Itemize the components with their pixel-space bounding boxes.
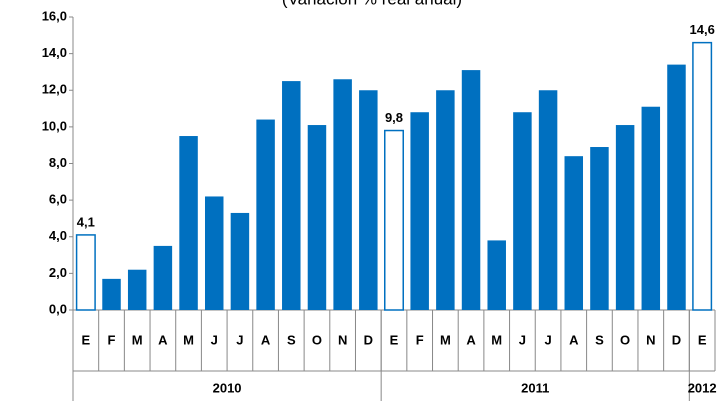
chart-subtitle: (Variación % real anual) bbox=[282, 0, 462, 8]
bar bbox=[615, 125, 635, 310]
bar bbox=[667, 64, 686, 310]
bar bbox=[359, 90, 378, 310]
bar bbox=[204, 196, 224, 310]
bar bbox=[102, 278, 121, 310]
x-tick-label: S bbox=[287, 332, 296, 347]
x-tick-label: A bbox=[466, 332, 476, 347]
x-tick-label: M bbox=[183, 332, 194, 347]
x-tick-label: O bbox=[620, 332, 630, 347]
bar bbox=[564, 156, 584, 310]
y-tick-label: 4,0 bbox=[49, 228, 67, 243]
x-tick-label: A bbox=[158, 332, 168, 347]
x-tick-label: J bbox=[544, 332, 551, 347]
bar bbox=[230, 212, 250, 310]
group-label: 2010 bbox=[213, 380, 242, 395]
bar bbox=[590, 147, 609, 310]
x-tick-label: J bbox=[211, 332, 218, 347]
x-tick-label: N bbox=[646, 332, 655, 347]
bar bbox=[410, 112, 429, 310]
y-tick-label: 2,0 bbox=[49, 265, 67, 280]
bar bbox=[333, 79, 352, 310]
x-tick-label: F bbox=[108, 332, 116, 347]
x-tick-label: A bbox=[569, 332, 579, 347]
bar bbox=[282, 81, 301, 310]
x-tick-label: F bbox=[416, 332, 424, 347]
bar bbox=[179, 136, 198, 310]
y-tick-label: 12,0 bbox=[42, 82, 67, 97]
bar bbox=[487, 240, 506, 310]
x-tick-label: N bbox=[338, 332, 347, 347]
y-tick-label: 14,0 bbox=[42, 45, 67, 60]
bar bbox=[256, 119, 275, 310]
x-tick-label: J bbox=[519, 332, 526, 347]
x-tick-label: E bbox=[390, 332, 399, 347]
bar bbox=[307, 125, 327, 310]
group-label: 2011 bbox=[521, 380, 549, 395]
data-label: 9,8 bbox=[385, 110, 403, 125]
bar bbox=[127, 269, 147, 310]
x-tick-label: O bbox=[312, 332, 322, 347]
bar bbox=[436, 90, 455, 310]
bar bbox=[692, 41, 713, 311]
y-tick-label: 0,0 bbox=[49, 301, 67, 316]
x-tick-label: M bbox=[491, 332, 502, 347]
x-tick-label: S bbox=[595, 332, 604, 347]
data-label: 4,1 bbox=[77, 214, 95, 229]
x-tick-label: D bbox=[364, 332, 373, 347]
bar bbox=[75, 234, 96, 311]
x-tick-label: J bbox=[236, 332, 243, 347]
bar bbox=[641, 106, 661, 310]
bar bbox=[384, 129, 404, 311]
y-tick-label: 6,0 bbox=[49, 192, 67, 207]
group-label: 2012 bbox=[688, 380, 717, 395]
bar bbox=[461, 70, 481, 310]
x-tick-label: E bbox=[82, 332, 91, 347]
x-tick-label: E bbox=[698, 332, 707, 347]
x-tick-label: M bbox=[132, 332, 143, 347]
y-tick-label: 16,0 bbox=[42, 8, 67, 23]
y-tick-label: 10,0 bbox=[42, 118, 67, 133]
bar bbox=[153, 245, 173, 310]
bar bbox=[538, 90, 558, 310]
x-tick-label: A bbox=[261, 332, 271, 347]
x-tick-label: M bbox=[440, 332, 451, 347]
x-tick-label: D bbox=[672, 332, 681, 347]
y-tick-label: 8,0 bbox=[49, 155, 67, 170]
bar bbox=[513, 112, 532, 310]
data-label: 14,6 bbox=[690, 22, 715, 37]
